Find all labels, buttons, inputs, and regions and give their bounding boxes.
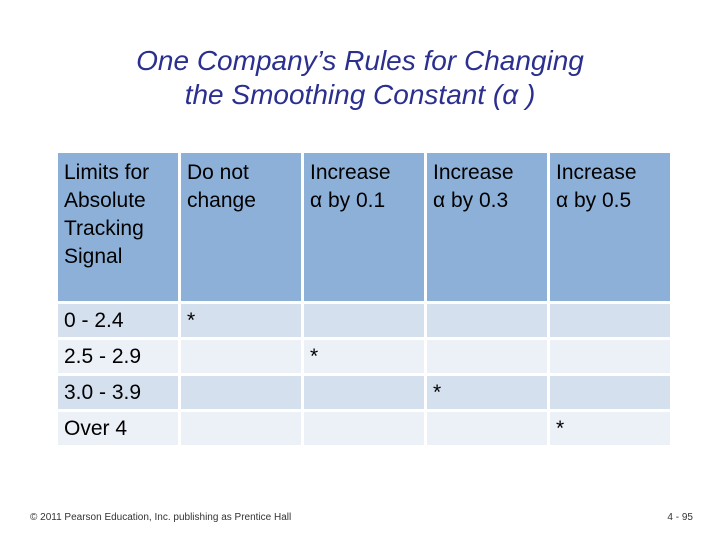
table-row: 2.5 - 2.9 * [58, 340, 670, 373]
table-cell: * [550, 412, 670, 445]
copyright-footer: © 2011 Pearson Education, Inc. publishin… [30, 512, 292, 523]
header-increase-0-1: Increase α by 0.1 [304, 153, 424, 301]
slide-title: One Company’s Rules for Changing the Smo… [60, 44, 660, 112]
table-cell [550, 340, 670, 373]
row-limit-cell: Over 4 [58, 412, 178, 445]
header-do-not-change: Do not change [181, 153, 301, 301]
row-limit-cell: 3.0 - 3.9 [58, 376, 178, 409]
table-cell [427, 304, 547, 337]
title-line-2: the Smoothing Constant (α ) [184, 79, 536, 110]
table-row: 3.0 - 3.9 * [58, 376, 670, 409]
page-number: 4 - 95 [667, 512, 693, 523]
table-cell [304, 412, 424, 445]
header-row: Limits for Absolute Tracking Signal Do n… [58, 153, 670, 301]
table-cell [304, 304, 424, 337]
table-cell [181, 376, 301, 409]
table-cell [181, 412, 301, 445]
header-limits: Limits for Absolute Tracking Signal [58, 153, 178, 301]
table-cell: * [427, 376, 547, 409]
table-cell: * [181, 304, 301, 337]
table-cell [427, 340, 547, 373]
table-cell [304, 376, 424, 409]
table-cell [427, 412, 547, 445]
table-cell: * [304, 340, 424, 373]
table-cell [550, 304, 670, 337]
row-limit-cell: 0 - 2.4 [58, 304, 178, 337]
table-cell [181, 340, 301, 373]
table-row: Over 4 * [58, 412, 670, 445]
table-cell [550, 376, 670, 409]
title-line-1: One Company’s Rules for Changing [136, 45, 584, 76]
header-increase-0-3: Increase α by 0.3 [427, 153, 547, 301]
rules-table: Limits for Absolute Tracking Signal Do n… [55, 150, 673, 448]
header-increase-0-5: Increase α by 0.5 [550, 153, 670, 301]
table-row: 0 - 2.4 * [58, 304, 670, 337]
row-limit-cell: 2.5 - 2.9 [58, 340, 178, 373]
